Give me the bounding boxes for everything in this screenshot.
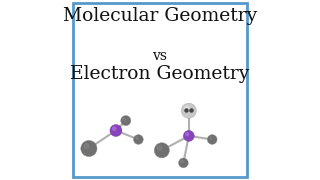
Circle shape — [185, 132, 189, 136]
Circle shape — [110, 125, 122, 136]
Circle shape — [154, 143, 169, 158]
Circle shape — [183, 130, 194, 141]
Text: vs: vs — [153, 49, 167, 63]
Circle shape — [181, 103, 196, 118]
Circle shape — [121, 116, 131, 126]
Circle shape — [122, 117, 126, 121]
Circle shape — [81, 140, 97, 157]
Circle shape — [133, 135, 143, 144]
Circle shape — [180, 160, 184, 163]
Text: Electron Geometry: Electron Geometry — [70, 65, 250, 83]
Circle shape — [135, 136, 139, 140]
Circle shape — [157, 145, 163, 151]
Circle shape — [112, 126, 116, 131]
Circle shape — [207, 135, 217, 144]
Text: Molecular Geometry: Molecular Geometry — [63, 7, 257, 25]
Circle shape — [209, 136, 212, 140]
Circle shape — [179, 158, 188, 168]
Circle shape — [184, 105, 190, 111]
Circle shape — [84, 143, 90, 149]
